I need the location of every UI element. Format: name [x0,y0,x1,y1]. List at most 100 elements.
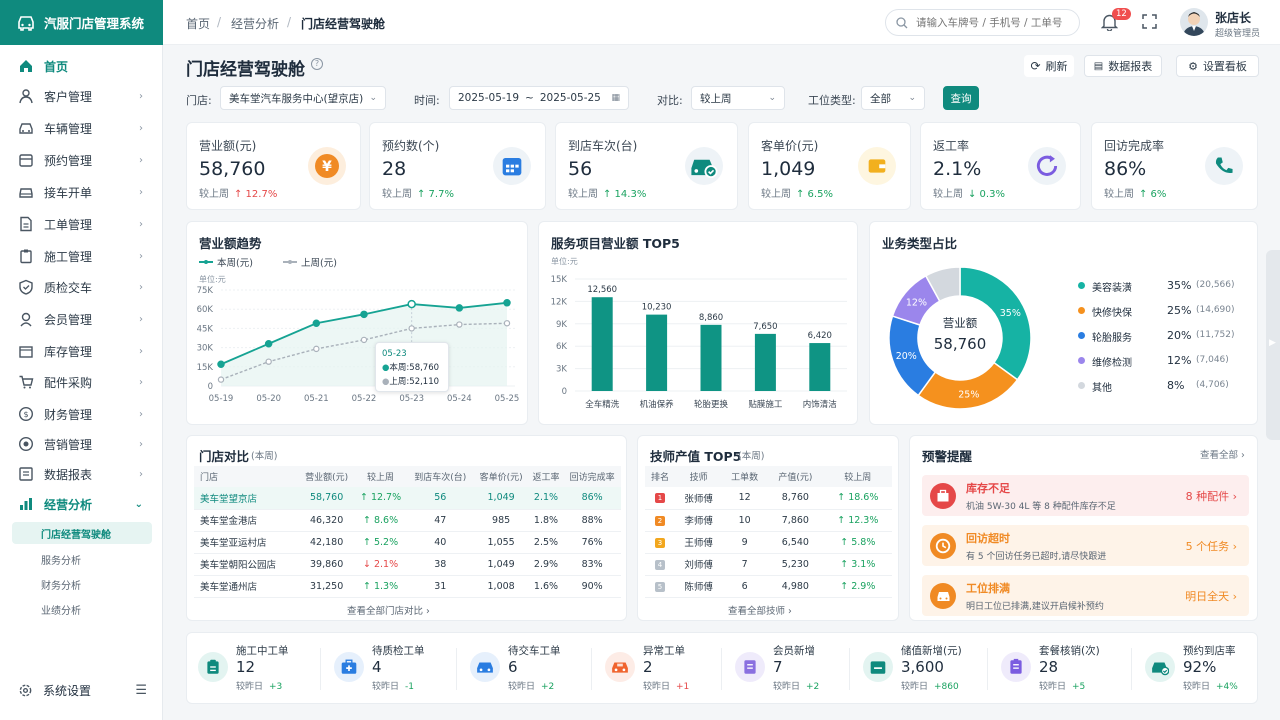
collapse-icon[interactable]: ☰ [135,682,147,698]
prev-series-point[interactable] [313,345,320,353]
sidebar-item-8[interactable]: 会员管理 › [10,306,153,332]
techs-more-link[interactable]: 查看全部技师 › [728,606,792,617]
sidebar-item-12[interactable]: 营销管理 › [10,431,153,457]
kpi-card-1[interactable]: 预约数(个) 28 较上周 ↑ 7.7% [369,122,546,210]
brand[interactable]: 汽服门店管理系统 [0,0,163,45]
date-range-picker[interactable]: 2025-05-19 ~ 2025-05-25 ▦ [449,86,629,110]
current-series-point[interactable] [264,340,273,348]
sidebar-item-5[interactable]: 工单管理 › [10,211,153,237]
help-icon[interactable]: ? [311,58,323,70]
avatar[interactable] [1180,8,1208,36]
fullscreen-button[interactable] [1142,14,1157,32]
table-row[interactable]: 美车堂亚运村店 42,180 ↑ 5.2% 40 1,055 2.5% 76% [194,531,621,554]
sidebar-item-2[interactable]: 车辆管理 › [10,115,153,141]
daily-stat-item[interactable]: 施工中工单 12 较昨日 +3 [198,645,328,696]
alerts-more-link[interactable]: 查看全部 › [1200,450,1245,461]
table-row[interactable]: 美车堂通州店 31,250 ↑ 1.3% 31 1,008 1.6% 90% [194,575,621,598]
pie-legend-item[interactable]: 维修检测 12% (7,046) [1078,354,1248,369]
pie-legend-item[interactable]: 其他 8% (4,706) [1078,379,1248,394]
data-report-button[interactable]: ▤ 数据报表 [1084,55,1162,77]
bar[interactable] [754,333,776,391]
current-series-point[interactable] [360,310,368,319]
sidebar-subitem-2[interactable]: 财务分析 [41,580,81,592]
sidebar-item-11[interactable]: $ 财务管理 › [10,401,153,427]
kpi-card-2[interactable]: 到店车次(台) 56 较上周 ↑ 14.3% [555,122,738,210]
side-drawer-handle[interactable]: ▶ [1266,250,1280,440]
prev-series-point[interactable] [360,336,368,344]
table-row[interactable]: 美车堂望京店 58,760 ↑ 12.7% 56 1,049 2.1% 86% [194,487,621,510]
sidebar-item-3[interactable]: 预约管理 › [10,147,153,173]
kpi-card-0[interactable]: 营业额(元) 58,760 较上周 ↑ 12.7% ¥ [186,122,361,210]
alert-action[interactable]: 8 种配件 › [1185,489,1237,503]
daily-stat-item[interactable]: 储值新增(元) 3,600 较昨日 +860 [863,645,993,696]
breadcrumb-home[interactable]: 首页 [186,17,211,31]
daily-stat-item[interactable]: 预约到店率 92% 较昨日 +4% [1145,645,1275,696]
alert-item[interactable]: 库存不足 机油 5W-30 4L 等 8 种配件库存不足 8 种配件 › [922,475,1249,516]
legend-prev[interactable]: 上周(元) [283,255,337,269]
kpi-card-4[interactable]: 返工率 2.1% 较上周 ↓ 0.3% [920,122,1081,210]
breadcrumb-analysis[interactable]: 经营分析 [231,17,280,31]
table-row[interactable]: 美车堂朝阳公园店 39,860 ↓ 2.1% 38 1,049 2.9% 83% [194,553,621,576]
sidebar-item-4[interactable]: 接车开单 › [10,179,153,205]
table-row[interactable]: 3 王师傅 9 6,540 ↑ 5.8% [645,531,892,554]
stores-more-link[interactable]: 查看全部门店对比 › [347,606,430,617]
sidebar-item-1[interactable]: 客户管理 › [10,83,153,109]
sidebar-item-14[interactable]: 经营分析 ⌄ [10,491,153,517]
alert-action[interactable]: 明日全天 › [1185,589,1237,603]
pie-legend-item[interactable]: 美容装潢 35% (20,566) [1078,279,1248,294]
daily-stat-item[interactable]: 异常工单 2 较昨日 +1 [605,645,735,696]
kpi-card-3[interactable]: 客单价(元) 1,049 较上周 ↑ 6.5% [748,122,911,210]
sidebar-item-7[interactable]: 质检交车 › [10,274,153,300]
current-series-point[interactable] [312,319,321,328]
table-row[interactable]: 2 李师傅 10 7,860 ↑ 12.3% [645,509,892,532]
table-row[interactable]: 1 张师傅 12 8,760 ↑ 18.6% [645,487,892,510]
prev-series-point[interactable] [265,358,272,365]
bar[interactable] [700,324,722,391]
sidebar-item-9[interactable]: 库存管理 › [10,338,153,364]
table-row[interactable]: 4 刘师傅 7 5,230 ↑ 3.1% [645,553,892,576]
pie-legend-item[interactable]: 轮胎服务 20% (11,752) [1078,329,1248,344]
alert-item[interactable]: 回访超时有 5 个回访任务已超时,请尽快跟进 5 个任务 › [922,525,1249,566]
compare-select[interactable]: 较上周 ⌄ [691,86,785,110]
current-series-point[interactable] [217,360,225,368]
bar[interactable] [591,297,613,391]
pie-slice[interactable] [959,266,1032,381]
daily-stat-item[interactable]: 待质检工单 4 较昨日 -1 [334,645,464,696]
sidebar-item-10[interactable]: 配件采购 › [10,369,153,395]
bar[interactable] [809,343,831,391]
prev-series-point[interactable] [217,376,225,383]
legend-current[interactable]: 本周(元) [199,255,253,269]
prev-series-point[interactable] [408,325,415,332]
sidebar-item-6[interactable]: 施工管理 › [10,243,153,269]
pie-legend-item[interactable]: 快修快保 25% (14,690) [1078,304,1248,319]
table-row[interactable]: 5 陈师傅 6 4,980 ↑ 2.9% [645,575,892,598]
pie-slice[interactable] [924,266,961,303]
sidebar-subitem-0[interactable]: 门店经营驾驶舱 [12,522,152,544]
kpi-card-5[interactable]: 回访完成率 86% 较上周 ↑ 6% [1091,122,1258,210]
current-series-point[interactable] [455,304,464,312]
notification-button[interactable]: 12 [1100,8,1131,34]
store-select[interactable]: 美车堂汽车服务中心(望京店) ⌄ [220,86,386,110]
current-series-point[interactable] [407,299,416,309]
prev-series-point[interactable] [503,320,511,327]
daily-stat-item[interactable]: 套餐核销(次) 28 较昨日 +5 [1001,645,1132,696]
system-settings[interactable]: 系统设置 ☰ [10,678,153,702]
query-button[interactable]: 查询 [943,86,979,110]
current-series-point[interactable] [503,299,511,307]
user-name[interactable]: 张店长 [1215,11,1252,25]
daily-stat-item[interactable]: 待交车工单 6 较昨日 +2 [470,645,600,696]
table-row[interactable]: 美车堂金港店 46,320 ↑ 8.6% 47 985 1.8% 88% [194,509,621,532]
alert-action[interactable]: 5 个任务 › [1185,539,1237,553]
alert-item[interactable]: 工位排满 明日工位已排满,建议开启候补预约 明日全天 › [922,575,1249,616]
refresh-button[interactable]: ⟳ 刷新 [1024,55,1074,77]
prev-series-point[interactable] [456,321,463,328]
sidebar-subitem-3[interactable]: 业绩分析 [41,605,81,617]
sidebar-item-0[interactable]: 首页 [10,53,153,79]
board-settings-button[interactable]: ⚙ 设置看板 [1176,55,1259,77]
sidebar-subitem-1[interactable]: 服务分析 [41,555,81,567]
bay-type-select[interactable]: 全部 ⌄ [861,86,925,110]
sidebar-item-13[interactable]: 数据报表 › [10,461,153,487]
daily-stat-item[interactable]: 会员新增 7 较昨日 +2 [735,645,865,696]
search-box[interactable] [885,9,1080,36]
bar[interactable] [646,314,668,391]
